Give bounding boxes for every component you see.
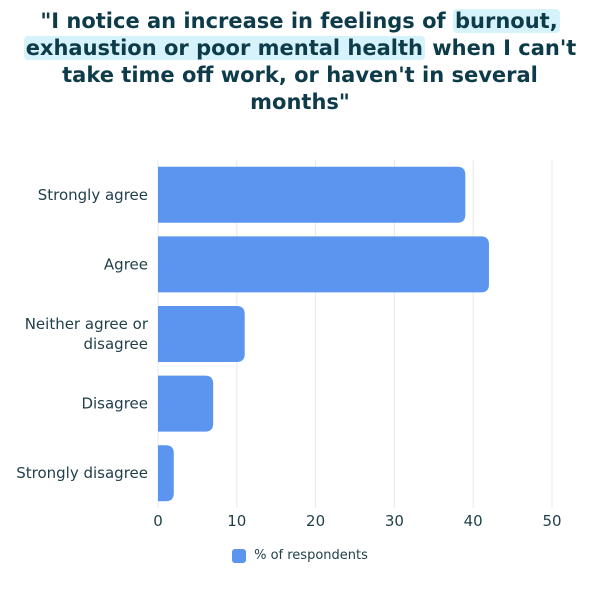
bar: [158, 236, 489, 293]
x-tick-label: 40: [464, 512, 483, 530]
title-part-3: when I can't take time off work, or have…: [62, 36, 577, 114]
x-tick-label: 0: [153, 512, 163, 530]
x-tick-label: 30: [385, 512, 404, 530]
legend: % of respondents: [0, 548, 600, 563]
legend-swatch: [232, 548, 247, 563]
x-tick-label: 50: [542, 512, 561, 530]
legend-label: % of respondents: [254, 548, 368, 563]
x-tick-label: 20: [306, 512, 325, 530]
title-highlight-1: burnout,: [453, 9, 560, 33]
category-label: Disagree: [81, 395, 148, 413]
category-label: Strongly disagree: [16, 464, 148, 482]
title-highlight-2: exhaustion or poor mental health: [23, 36, 425, 60]
title-part-1: "I notice an increase in feelings of: [40, 9, 453, 33]
bar: [158, 375, 214, 432]
bar: [158, 445, 174, 502]
category-label: Agree: [104, 255, 148, 273]
category-label: Strongly agree: [38, 186, 148, 204]
x-tick-label: 10: [227, 512, 246, 530]
chart-title: "I notice an increase in feelings of bur…: [20, 8, 580, 116]
bar: [158, 166, 466, 223]
bar-chart: 0 10 20 30 40 50 Strongly agree Agree Neither ag…: [16, 160, 562, 530]
category-label: Neither agree or disagree: [25, 315, 149, 353]
bar: [158, 306, 245, 362]
